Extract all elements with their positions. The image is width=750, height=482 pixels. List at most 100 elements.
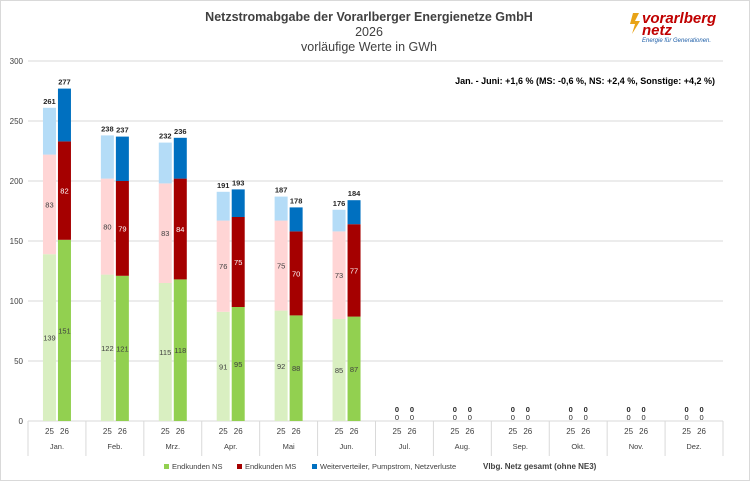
bar-segment-ns xyxy=(173,279,187,421)
legend: Endkunden NS Endkunden MS Weiterverteile… xyxy=(164,462,597,471)
legend-label-other: Weiterverteiler, Pumpstrom, Netzverluste xyxy=(320,462,456,471)
chart-subtitle-unit: vorläufige Werte in GWh xyxy=(301,40,437,54)
bar-total-label: 191 xyxy=(217,181,230,190)
bar-zero-label: 0 xyxy=(569,413,573,422)
bar-zero-label: 0 xyxy=(699,413,703,422)
bar-total-label: 0 xyxy=(395,405,399,414)
bar-total-label: 236 xyxy=(174,127,187,136)
bar-segment-ms xyxy=(57,141,71,240)
bar-total-label: 277 xyxy=(58,78,71,87)
x-month-label: Jan. xyxy=(50,442,64,451)
chart-title: Netzstromabgabe der Vorarlberger Energie… xyxy=(205,10,533,24)
bars-layer: 139 83 261 151 82 277 122 80 238 121 79 237 115 83 232… xyxy=(42,78,704,422)
bar-total-label: 187 xyxy=(275,186,288,195)
x-month-label: Sep. xyxy=(513,442,528,451)
bar-value-label: 80 xyxy=(103,223,111,232)
x-year-label: 25 xyxy=(219,427,228,436)
bar-segment-ms xyxy=(216,220,230,312)
y-tick-label: 100 xyxy=(10,297,24,306)
bar-segment-ms xyxy=(289,231,303,316)
bar-segment-other xyxy=(216,191,230,221)
bar-segment-ns xyxy=(158,283,172,421)
x-year-label: 25 xyxy=(450,427,459,436)
x-month-label: Nov. xyxy=(629,442,644,451)
x-month-label: Mai xyxy=(283,442,295,451)
x-year-label: 25 xyxy=(161,427,170,436)
bar-total-label: 0 xyxy=(584,405,588,414)
bar-total-label: 0 xyxy=(569,405,573,414)
x-year-label: 25 xyxy=(682,427,691,436)
bar-total-label: 0 xyxy=(410,405,414,414)
bar-value-label: 121 xyxy=(116,344,129,353)
y-tick-label: 250 xyxy=(10,117,24,126)
bar-segment-other xyxy=(100,135,114,179)
bar-zero-label: 0 xyxy=(453,413,457,422)
x-month-label: Jun. xyxy=(339,442,353,451)
bar-total-label: 193 xyxy=(232,178,245,187)
bar-value-label: 79 xyxy=(118,224,126,233)
bar-segment-ns xyxy=(231,307,245,421)
bar-value-label: 122 xyxy=(101,344,114,353)
x-year-label: 26 xyxy=(292,427,301,436)
bar-total-label: 184 xyxy=(348,189,361,198)
bar-value-label: 95 xyxy=(234,360,242,369)
bar-value-label: 83 xyxy=(161,229,169,238)
bar-zero-label: 0 xyxy=(584,413,588,422)
bar-segment-ns xyxy=(100,274,114,421)
bar-value-label: 84 xyxy=(176,225,184,234)
x-axis: 25 26 Jan. 25 26 Feb. 25 26 Mrz. 25 26 Apr. 25 26 Mai 2… xyxy=(45,427,707,451)
bar-zero-label: 0 xyxy=(468,413,472,422)
bar-total-label: 0 xyxy=(526,405,530,414)
bar-value-label: 91 xyxy=(219,362,227,371)
y-axis: 0 50 100 150 200 250 300 xyxy=(10,57,24,426)
x-month-label: Apr. xyxy=(224,442,237,451)
bar-segment-other xyxy=(115,136,129,181)
chart-subtitle-year: 2026 xyxy=(355,25,383,39)
bar-segment-other xyxy=(173,137,187,179)
x-year-label: 25 xyxy=(277,427,286,436)
bar-total-label: 0 xyxy=(468,405,472,414)
bar-value-label: 118 xyxy=(174,346,186,355)
bar-segment-ns xyxy=(216,311,230,421)
legend-label-ms: Endkunden MS xyxy=(245,462,296,471)
x-month-label: Okt. xyxy=(571,442,585,451)
bar-segment-ns xyxy=(115,275,129,421)
bar-zero-label: 0 xyxy=(511,413,515,422)
x-year-label: 26 xyxy=(465,427,474,436)
x-year-label: 25 xyxy=(393,427,402,436)
bar-segment-other xyxy=(347,200,361,225)
bar-segment-ns xyxy=(289,315,303,421)
bar-total-label: 0 xyxy=(642,405,646,414)
bar-segment-ms xyxy=(100,178,114,275)
y-tick-label: 300 xyxy=(10,57,24,66)
bar-total-label: 0 xyxy=(627,405,631,414)
bar-segment-ns xyxy=(57,239,71,421)
grid-lines xyxy=(27,60,724,456)
bar-value-label: 115 xyxy=(159,348,171,357)
y-tick-label: 50 xyxy=(14,357,23,366)
x-month-label: Aug. xyxy=(455,442,470,451)
bar-total-label: 0 xyxy=(453,405,457,414)
bar-segment-other xyxy=(289,207,303,232)
x-year-label: 26 xyxy=(350,427,359,436)
bar-value-label: 73 xyxy=(335,271,343,280)
bar-value-label: 75 xyxy=(234,258,242,267)
bar-value-label: 75 xyxy=(277,262,285,271)
x-year-label: 25 xyxy=(103,427,112,436)
legend-swatch-ms xyxy=(237,464,242,469)
bar-value-label: 88 xyxy=(292,364,300,373)
bar-segment-other xyxy=(274,196,288,221)
bar-total-label: 0 xyxy=(699,405,703,414)
bar-value-label: 76 xyxy=(219,262,227,271)
x-year-label: 26 xyxy=(523,427,532,436)
legend-label-total: Vlbg. Netz gesamt (ohne NE3) xyxy=(483,462,597,471)
x-year-label: 25 xyxy=(335,427,344,436)
bar-value-label: 139 xyxy=(43,334,56,343)
bar-value-label: 85 xyxy=(335,366,343,375)
x-year-label: 25 xyxy=(508,427,517,436)
bar-zero-label: 0 xyxy=(395,413,399,422)
x-year-label: 26 xyxy=(176,427,185,436)
bar-segment-ms xyxy=(42,154,56,255)
bar-total-label: 237 xyxy=(116,126,129,135)
